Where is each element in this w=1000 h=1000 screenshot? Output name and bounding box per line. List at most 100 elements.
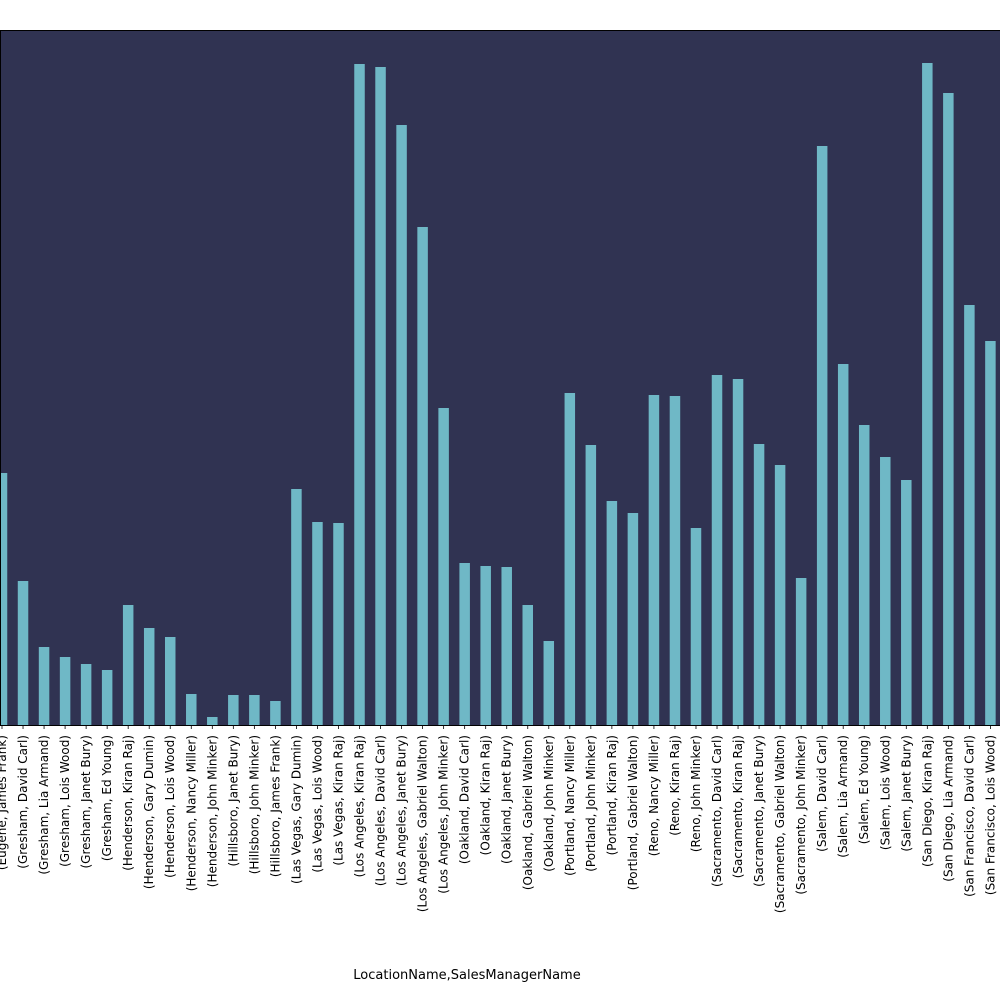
bar xyxy=(17,581,29,725)
x-tick-label: (Oakland, Gabriel Walton) xyxy=(521,735,535,890)
bar xyxy=(480,566,491,725)
bar xyxy=(375,67,386,725)
x-axis-title: LocationName,SalesManagerName xyxy=(353,968,580,983)
bar xyxy=(459,563,470,725)
x-tick-label: (Los Angeles, Kiran Raj) xyxy=(353,735,367,877)
x-tick-label: (San Diego, Kiran Raj) xyxy=(920,735,934,867)
x-tick-label: (Las Vegas, Kiran Raj) xyxy=(331,735,345,866)
x-tick-label: (Henderson, Lois Wood) xyxy=(163,735,177,878)
bar xyxy=(396,125,407,725)
bar xyxy=(648,395,660,725)
x-tick-label: (Henderson, Gary Dumin) xyxy=(142,735,156,889)
bar xyxy=(417,227,428,725)
x-tick-label: (Los Angeles, Janet Bury) xyxy=(395,735,409,886)
bar xyxy=(228,695,239,725)
x-tick-label: (Henderson, Kiran Raj) xyxy=(121,735,135,871)
bar xyxy=(606,501,618,725)
x-tick-label: (Portland, Kiran Raj) xyxy=(605,735,619,855)
x-tick-label: (San Diego, Lia Armand) xyxy=(941,735,955,882)
bar xyxy=(164,637,176,725)
x-tick-label: (Gresham, Janet Bury) xyxy=(79,735,93,869)
x-tick-label: (Portland, Nancy Miller) xyxy=(563,735,577,876)
x-tick-label: (Portland, John Minker) xyxy=(584,735,598,872)
bar xyxy=(943,93,954,725)
bar xyxy=(291,489,302,725)
x-tick-label: (Portland, Gabriel Walton) xyxy=(626,735,640,890)
bar xyxy=(207,717,218,725)
x-tick-label: (Reno, Kiran Raj) xyxy=(668,735,682,836)
x-tick-label: (Gresham, Lia Armand) xyxy=(37,735,51,875)
x-tick-label: (Oakland, John Minker) xyxy=(542,735,556,872)
bar xyxy=(627,513,639,725)
bar xyxy=(333,523,344,725)
bar xyxy=(0,473,8,725)
bar xyxy=(858,425,870,725)
x-tick-label: (Hillsboro, John Minker) xyxy=(247,735,261,874)
x-tick-label: (Oakland, Janet Bury) xyxy=(500,735,514,864)
x-tick-label: (San Francisco, Lois Wood) xyxy=(983,735,997,895)
x-tick-label: (Salem, Lois Wood) xyxy=(878,735,892,850)
x-tick-label: (Gresham, Ed Young) xyxy=(100,735,114,861)
bar xyxy=(564,393,576,725)
bar xyxy=(501,567,512,725)
bar xyxy=(543,641,555,725)
bar xyxy=(985,341,996,725)
x-tick-label: (Salem, Ed Young) xyxy=(857,735,871,844)
x-tick-label: (Henderson, John Minker) xyxy=(205,735,219,887)
bar xyxy=(669,396,681,725)
bars-group xyxy=(0,63,996,725)
bar xyxy=(816,146,828,725)
x-tick-label: (Sacramento, John Minker) xyxy=(794,735,808,895)
bar xyxy=(922,63,933,725)
bar xyxy=(101,670,113,725)
bar xyxy=(690,528,702,725)
bar xyxy=(438,408,449,725)
bar xyxy=(795,578,807,725)
bar xyxy=(143,628,155,725)
x-tick-label: (Hillsboro, James Frank) xyxy=(268,735,282,877)
x-tick-labels-group: (Eugene, James Frank) (Gresham, David Car… xyxy=(0,735,997,913)
x-tick-label: (Las Vegas, Lois Wood) xyxy=(310,735,324,873)
bar xyxy=(122,605,134,725)
x-tick-label: (Oakland, Kiran Raj) xyxy=(479,735,493,855)
plot-area xyxy=(0,30,1000,725)
bar xyxy=(753,444,765,725)
x-tick-label: (San Francisco, David Carl) xyxy=(962,735,976,897)
x-tick-label: (Salem, Lia Armand) xyxy=(836,735,850,858)
bar xyxy=(774,465,786,725)
bar xyxy=(585,445,597,725)
bar xyxy=(38,647,50,725)
x-tick-label: (Los Angeles, David Carl) xyxy=(374,735,388,886)
x-tick-label: (Gresham, Lois Wood) xyxy=(58,735,72,867)
bar xyxy=(732,379,744,725)
bar xyxy=(354,64,365,725)
bar xyxy=(59,657,71,725)
bar xyxy=(522,605,533,725)
x-tick-label: (Hillsboro, Janet Bury) xyxy=(226,735,240,867)
x-tick-label: (Reno, John Minker) xyxy=(689,735,703,852)
bar xyxy=(711,375,723,725)
bar xyxy=(880,457,891,725)
bar xyxy=(901,480,912,725)
x-tick-label: (Sacramento, Kiran Raj) xyxy=(731,735,745,878)
x-tick-label: (Henderson, Nancy Miller) xyxy=(184,735,198,891)
x-tick-label: (Sacramento, Gabriel Walton) xyxy=(773,735,787,913)
bar xyxy=(186,694,197,725)
x-tick-label: (Reno, Nancy Miller) xyxy=(647,735,661,856)
bar xyxy=(270,701,281,725)
bar xyxy=(964,305,975,725)
x-tick-label: (Eugene, James Frank) xyxy=(0,735,9,870)
x-tick-label: (Salem, Janet Bury) xyxy=(899,735,913,852)
bar xyxy=(837,364,849,725)
x-tick-label: (Salem, David Carl) xyxy=(815,735,829,852)
x-tick-label: (Sacramento, David Carl) xyxy=(710,735,724,887)
x-tick-label: (Las Vegas, Gary Dumin) xyxy=(289,735,303,884)
bar xyxy=(80,664,92,725)
x-tick-label: (Gresham, David Carl) xyxy=(16,735,30,869)
bar xyxy=(312,522,323,725)
bar xyxy=(249,695,260,725)
x-tick-label: (Los Angeles, Gabriel Walton) xyxy=(416,735,430,912)
x-tick-label: (Los Angeles, John Minker) xyxy=(437,735,451,894)
x-tick-label: (Sacramento, Janet Bury) xyxy=(752,735,766,887)
